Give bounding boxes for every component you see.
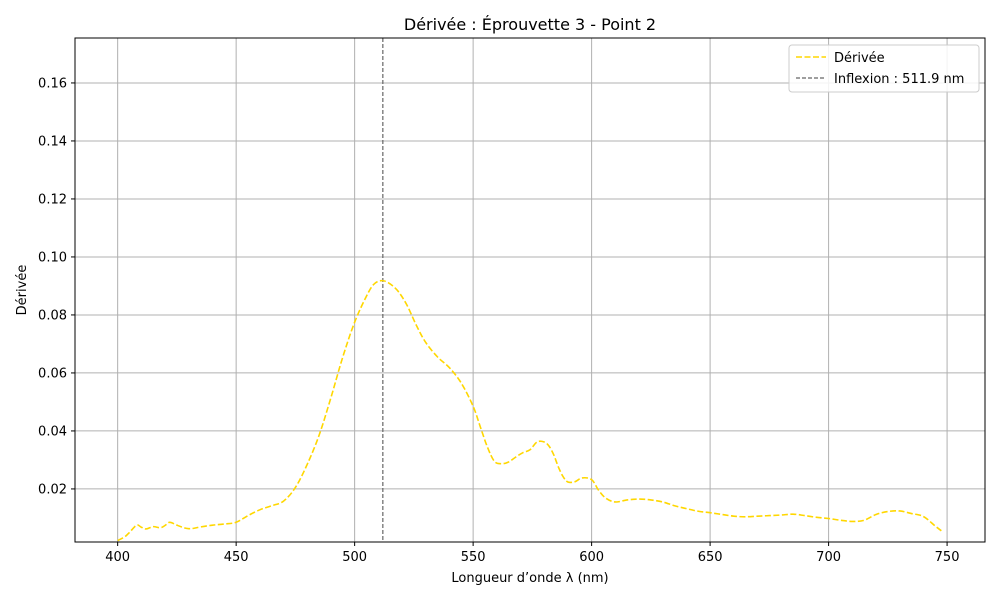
x-tick-label: 450 (224, 550, 249, 565)
y-tick-label: 0.04 (38, 424, 67, 439)
y-axis-ticks: 0.02 0.04 0.06 0.08 0.10 0.12 0.14 0.16 (38, 76, 75, 497)
x-tick-label: 650 (698, 550, 723, 565)
legend-label-derivee: Dérivée (834, 51, 885, 66)
y-tick-label: 0.14 (38, 134, 67, 149)
chart-title: Dérivée : Éprouvette 3 - Point 2 (404, 15, 656, 34)
x-tick-label: 500 (342, 550, 367, 565)
y-tick-label: 0.06 (38, 366, 67, 381)
series-layer (117, 279, 943, 542)
series-line-derivee (117, 279, 943, 542)
x-tick-label: 400 (105, 550, 130, 565)
y-tick-label: 0.16 (38, 76, 67, 91)
x-tick-label: 550 (461, 550, 486, 565)
x-axis-ticks: 400 450 500 550 600 650 700 750 (105, 542, 959, 565)
x-tick-label: 750 (935, 550, 960, 565)
x-tick-label: 600 (579, 550, 604, 565)
x-tick-label: 700 (816, 550, 841, 565)
legend-label-inflexion: Inflexion : 511.9 nm (834, 72, 964, 87)
y-tick-label: 0.08 (38, 308, 67, 323)
x-axis-title: Longueur d’onde λ (nm) (451, 571, 608, 586)
y-axis-title: Dérivée (15, 265, 30, 316)
plot-frame (74, 37, 986, 543)
legend: Dérivée Inflexion : 511.9 nm (788, 44, 980, 93)
y-tick-label: 0.12 (38, 192, 67, 207)
legend-box (788, 44, 980, 93)
y-tick-label: 0.10 (38, 250, 67, 265)
y-tick-label: 0.02 (38, 482, 67, 497)
grid (75, 38, 985, 542)
